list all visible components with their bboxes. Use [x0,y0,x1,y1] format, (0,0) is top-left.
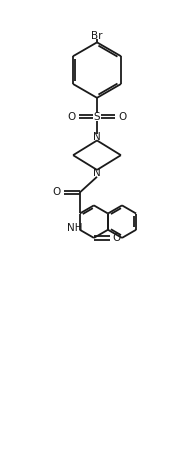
Text: N: N [93,132,101,142]
Text: N: N [93,168,101,179]
Text: O: O [118,112,126,122]
Text: O: O [113,233,121,243]
Text: O: O [68,112,76,122]
Text: O: O [53,187,61,197]
Text: Br: Br [91,31,103,41]
Text: S: S [94,112,100,122]
Text: NH: NH [67,223,83,233]
